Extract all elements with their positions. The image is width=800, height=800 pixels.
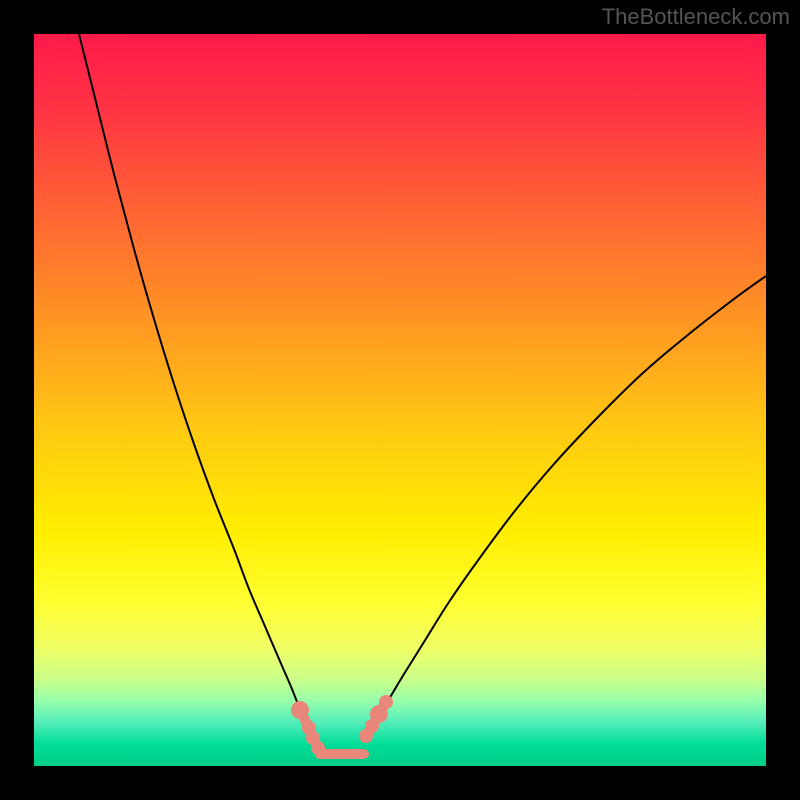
marker-dot	[311, 741, 325, 755]
outer-frame: TheBottleneck.com	[0, 0, 800, 800]
marker-group	[291, 695, 393, 755]
plot-area	[34, 34, 766, 766]
watermark-text: TheBottleneck.com	[602, 4, 790, 30]
curves-layer	[34, 34, 766, 766]
marker-dot	[291, 701, 309, 719]
right-curve	[379, 276, 766, 714]
marker-dot	[379, 695, 393, 709]
left-curve	[79, 34, 300, 710]
